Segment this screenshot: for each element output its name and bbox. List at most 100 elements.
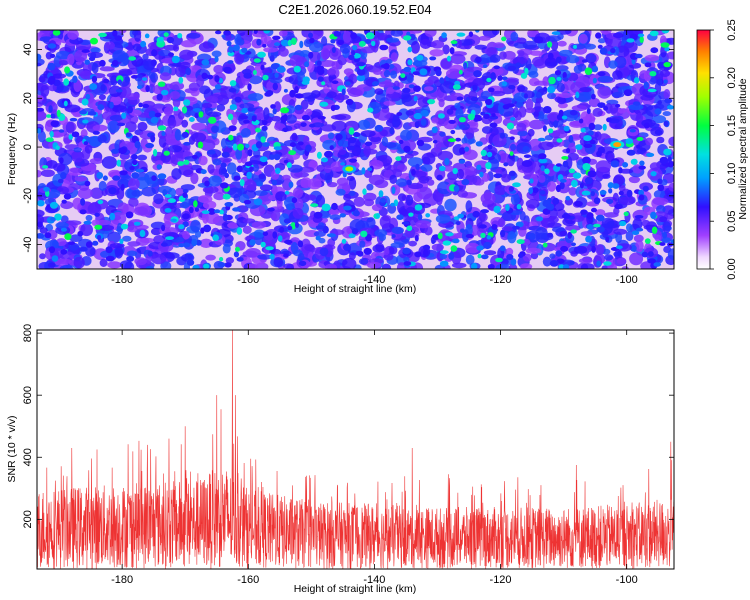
heatmap-cell [525,247,542,254]
colorbar-label: Normalized spectral amplitude [737,78,749,219]
heatmap-cell [522,253,532,262]
heatmap-cell [487,144,493,150]
heatmap-cell [53,163,66,172]
heatmap-cell [561,115,568,120]
heatmap-cell [309,37,315,44]
heatmap-cell [563,125,570,132]
heatmap-cell [474,117,483,122]
y-tick-label: 400 [22,448,34,466]
heatmap-cell [512,182,521,188]
heatmap-cell [69,117,78,122]
heatmap-cell [155,160,164,167]
heatmap-cell [128,197,139,207]
heatmap-cell [662,231,668,239]
heatmap-cell [475,141,483,147]
heatmap-cell [316,65,325,70]
heatmap-cell [579,87,592,93]
heatmap-cell [186,32,201,39]
heatmap-cell [522,145,530,153]
heatmap-cell [612,70,623,80]
heatmap-cell [322,225,329,234]
heatmap-cell [180,40,197,48]
heatmap-cell [84,180,91,187]
heatmap-cell [288,181,294,188]
heatmap-cell [56,109,61,118]
heatmap-cell [505,247,514,256]
heatmap-cell [638,165,646,170]
heatmap-cell [481,126,493,134]
heatmap-cell [509,136,515,140]
heatmap-cell [438,165,446,172]
heatmap-cell [326,91,337,99]
heatmap-cell [495,263,511,269]
heatmap-cell [644,54,660,62]
y-tick-label: 200 [22,510,34,528]
heatmap-cell [85,93,91,100]
heatmap-cell [374,124,384,132]
heatmap-cell [499,132,506,139]
heatmap-cell [216,104,226,112]
heatmap-cell [479,224,487,229]
heatmap-cell [597,86,612,99]
heatmap-cell [411,169,416,176]
heatmap-cell [185,67,191,76]
heatmap-cell [134,140,141,149]
heatmap-cell [242,218,256,224]
heatmap-cell [50,217,56,222]
heatmap-cell [284,190,290,195]
heatmap-cell [654,234,662,242]
heatmap-cell [289,89,296,98]
heatmap-cell [161,224,166,232]
heatmap-cell [414,121,420,129]
heatmap-cell [316,60,322,67]
heatmap-cell [49,201,59,209]
heatmap-cell [275,191,287,202]
heatmap-cell [74,176,87,182]
heatmap-cell [362,188,367,195]
heatmap-cell [243,119,250,124]
heatmap-cell [107,231,121,243]
heatmap-cell [582,163,591,171]
heatmap-cell [274,42,281,47]
heatmap-cell [320,47,330,61]
heatmap-cell [313,211,323,219]
heatmap-cell [662,111,671,117]
heatmap-cell [58,60,68,66]
heatmap-cell [89,83,98,90]
heatmap-cell [112,49,127,63]
heatmap-cell [555,163,562,167]
heatmap-cell [177,33,183,39]
heatmap-cell [158,36,164,42]
heatmap-cell [565,225,581,232]
heatmap-cell [436,192,443,206]
heatmap-cell [664,47,670,52]
heatmap-cell [610,48,616,54]
heatmap-cell [233,44,240,52]
heatmap-cell [375,92,386,103]
heatmap-cell [197,195,213,204]
heatmap-cell [452,167,458,175]
heatmap-cell [37,107,44,112]
heatmap-cell [80,198,86,206]
heatmap-cell [109,85,122,98]
heatmap-cell [547,181,557,192]
heatmap-cell [267,207,275,212]
heatmap-cell [489,115,499,120]
heatmap-cell [392,114,400,122]
heatmap-cell [413,112,423,120]
heatmap-cell [198,42,215,53]
heatmap-cell [488,87,495,93]
heatmap-cell [668,161,674,168]
heatmap-cell [257,51,266,58]
heatmap-cell [542,242,548,248]
heatmap-cell [154,112,162,118]
heatmap-cell [636,136,644,141]
heatmap-cell [79,246,88,252]
heatmap-cell [481,254,489,260]
heatmap-cell [195,230,202,238]
heatmap-cell [277,235,283,242]
heatmap-cell [321,81,326,86]
heatmap-cell [638,194,645,201]
heatmap-cell [403,35,412,41]
heatmap-cell [79,110,88,115]
